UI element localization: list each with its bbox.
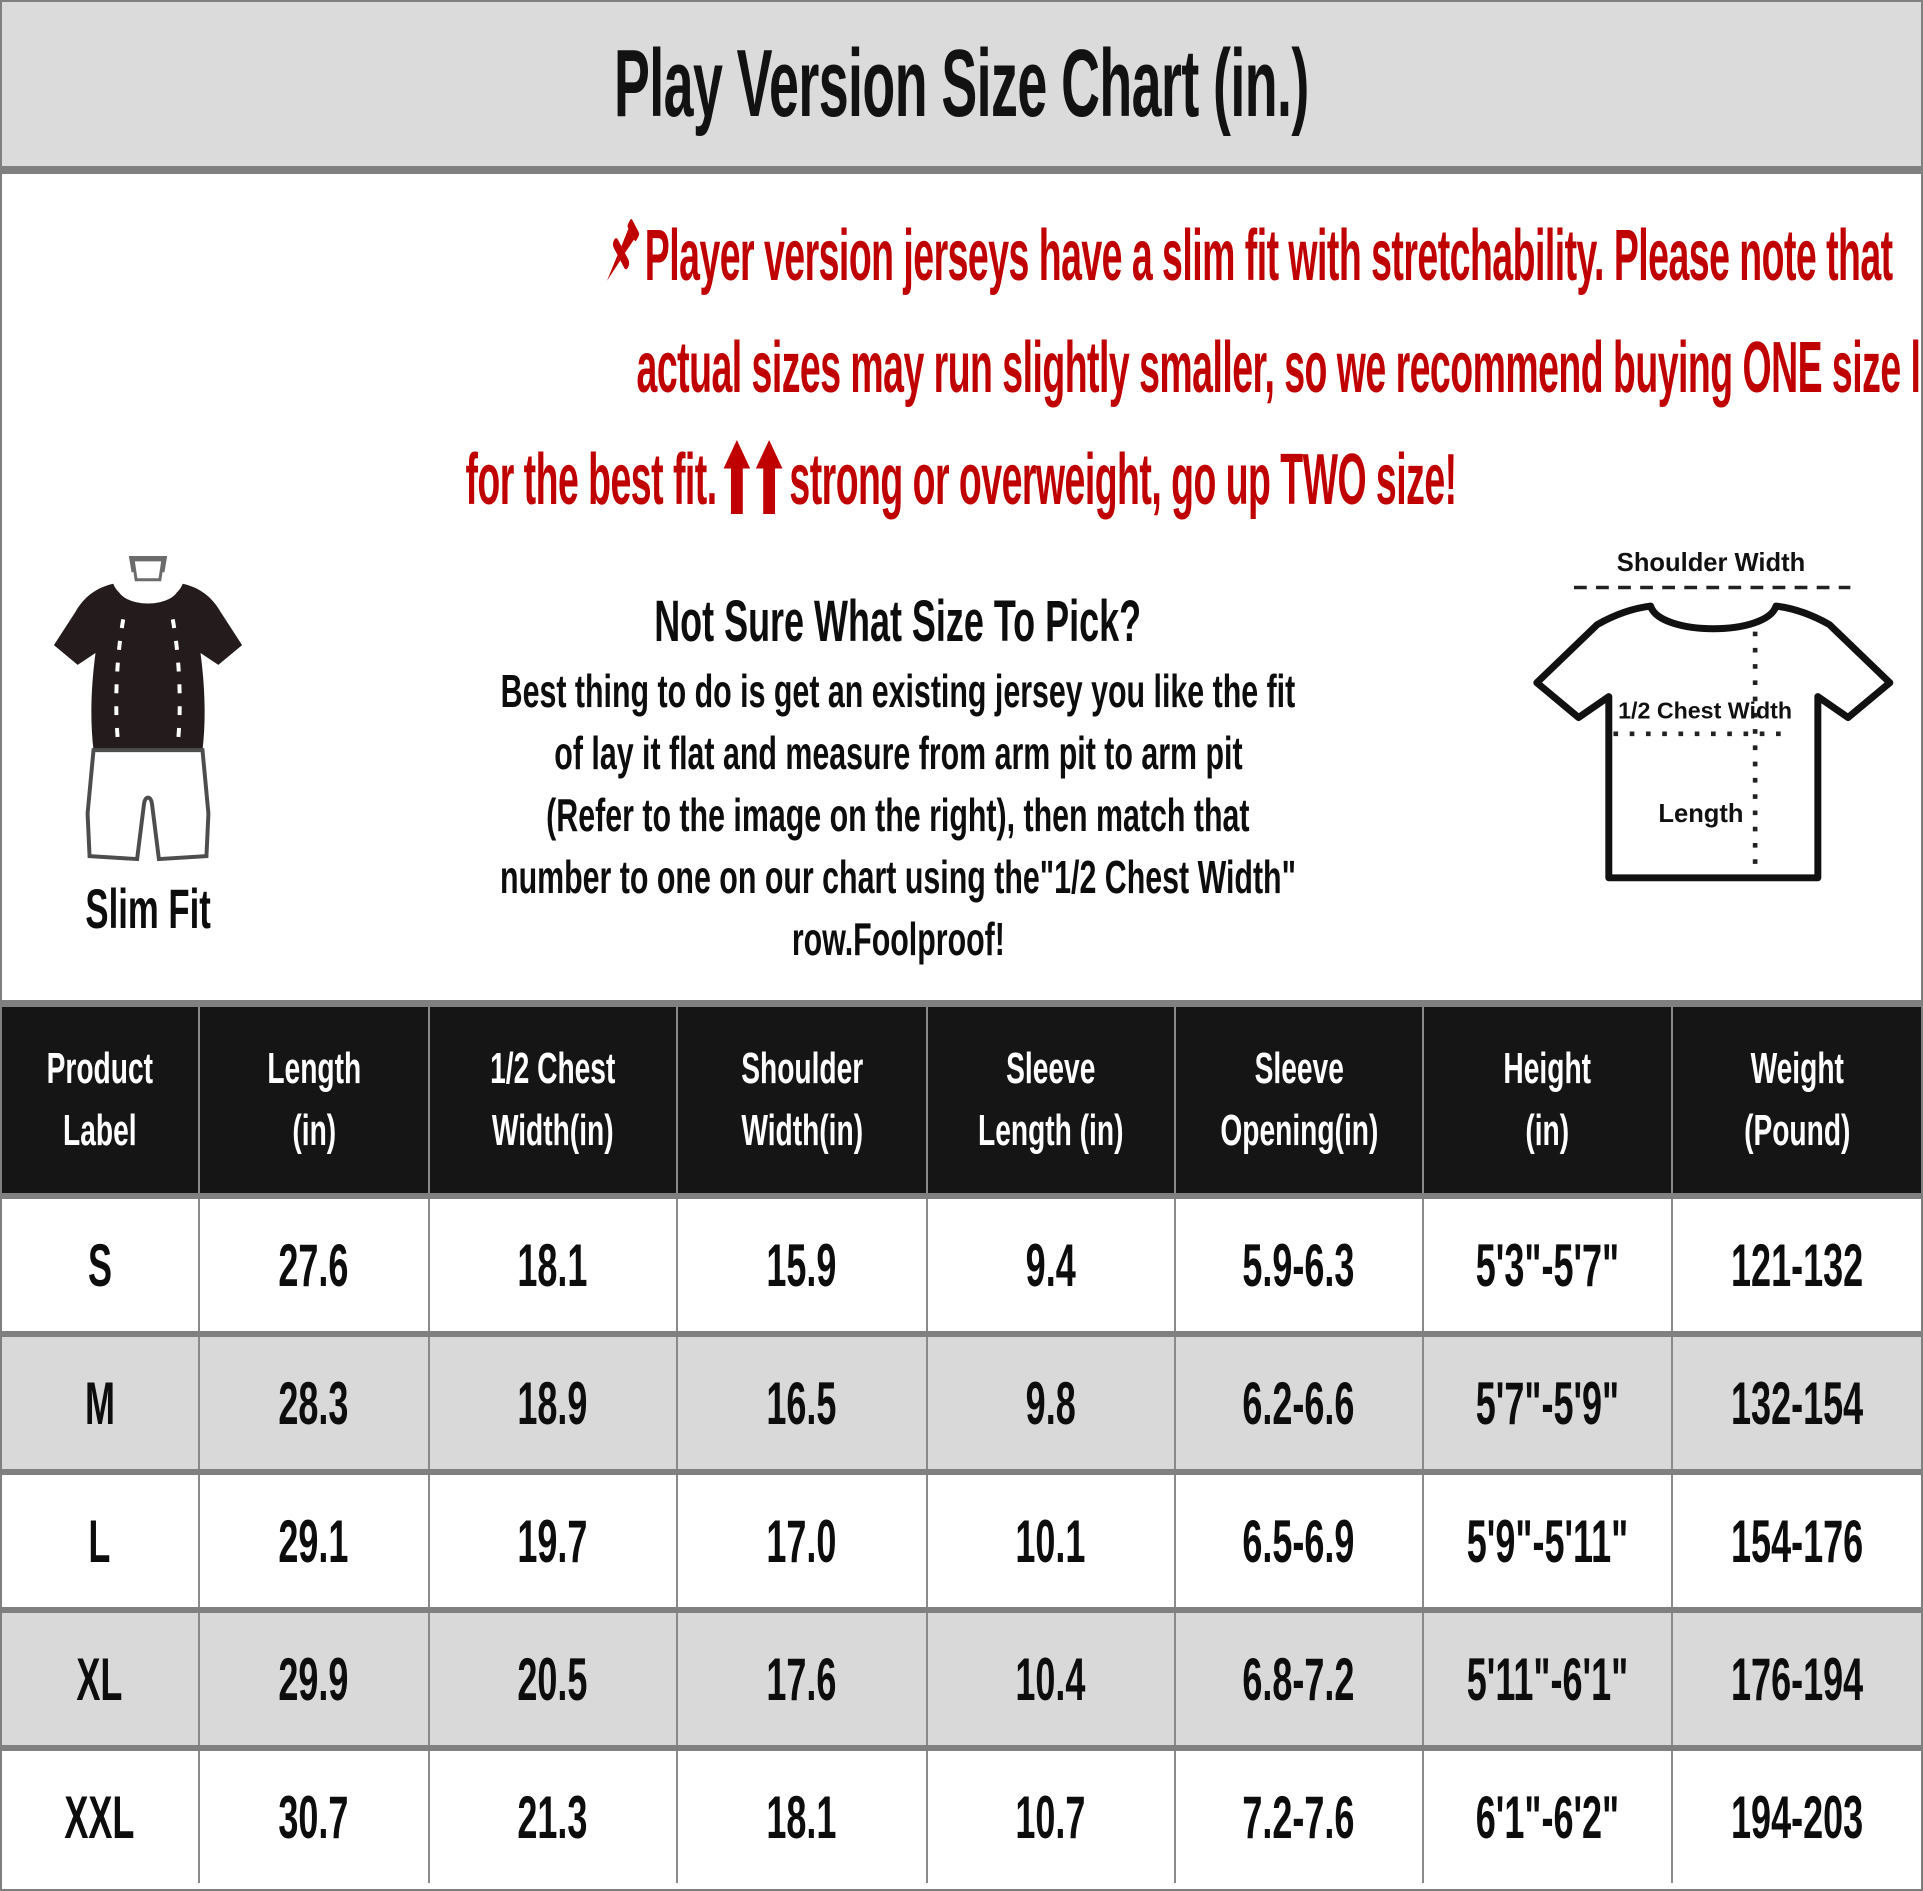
fit-note-text-1: Player version jerseys have a slim fit w… xyxy=(644,216,1893,296)
table-cell: 29.9 xyxy=(197,1613,429,1745)
tshirt-measurement-diagram: Shoulder Width 1/2 Chest Width Length xyxy=(1533,549,1894,882)
table-row-m: M 28.3 18.9 16.5 9.8 6.2-6.6 5'7"-5'9" 1… xyxy=(2,1331,1921,1469)
size-help-column: Not Sure What Size To Pick? Best thing t… xyxy=(295,536,1501,1000)
diagram-column: Shoulder Width 1/2 Chest Width Length xyxy=(1501,536,1921,1000)
table-cell: 27.6 xyxy=(197,1199,429,1331)
table-cell: 28.3 xyxy=(197,1337,429,1469)
table-header-row: Product Label Length (in) 1/2 Chest Widt… xyxy=(2,1007,1921,1193)
table-row-xxl: XXL 30.7 21.3 18.1 10.7 7.2-7.6 6'1"-6'2… xyxy=(2,1745,1921,1883)
size-label-m: M xyxy=(84,1369,115,1437)
table-cell: 17.0 xyxy=(675,1475,926,1607)
size-help-line: of lay it flat and measure from arm pit … xyxy=(553,727,1243,779)
table-cell: 18.9 xyxy=(428,1337,675,1469)
table-row-l: L 29.1 19.7 17.0 10.1 6.5-6.9 5'9"-5'11"… xyxy=(2,1469,1921,1607)
col-header-sleeve-length: Sleeve Length (in) xyxy=(926,1007,1173,1193)
shirt-shape xyxy=(54,583,243,751)
table-cell: 6.8-7.2 xyxy=(1173,1613,1422,1745)
size-table: Product Label Length (in) 1/2 Chest Widt… xyxy=(2,1000,1921,1883)
fit-note-line-2: actual sizes may run slightly smaller, s… xyxy=(2,312,1921,424)
table-cell: 18.1 xyxy=(675,1751,926,1883)
table-cell: 5.9-6.3 xyxy=(1173,1199,1422,1331)
fit-note: Player version jerseys have a slim fit w… xyxy=(2,174,1921,536)
shorts-shape xyxy=(86,748,211,862)
col-header-sleeve-opening: Sleeve Opening(in) xyxy=(1173,1007,1422,1193)
table-cell: 16.5 xyxy=(675,1337,926,1469)
fit-note-line-3: for the best fit. strong or overweight, g… xyxy=(2,424,1921,536)
table-row-s: S 27.6 18.1 15.9 9.4 5.9-6.3 5'3"-5'7" 1… xyxy=(2,1193,1921,1331)
table-cell: 19.7 xyxy=(428,1475,675,1607)
table-cell: 6.2-6.6 xyxy=(1173,1337,1422,1469)
fit-note-line-1: Player version jerseys have a slim fit w… xyxy=(2,200,1921,312)
table-cell: 5'9"-5'11" xyxy=(1422,1475,1670,1607)
middle-section: Slim Fit Not Sure What Size To Pick? Bes… xyxy=(2,536,1921,1000)
title-bar: Play Version Size Chart (in.) xyxy=(2,2,1921,174)
table-cell: 30.7 xyxy=(197,1751,429,1883)
page-title: Play Version Size Chart (in.) xyxy=(614,30,1309,137)
table-cell: 18.1 xyxy=(428,1199,675,1331)
col-header-height: Height (in) xyxy=(1422,1007,1670,1193)
shirt-seam-left xyxy=(114,619,126,745)
col-header-half-chest-width: 1/2 Chest Width(in) xyxy=(428,1007,675,1193)
size-help-line: number to one on our chart using the"1/2… xyxy=(499,851,1296,903)
table-cell: 5'7"-5'9" xyxy=(1422,1337,1670,1469)
fit-note-text-3-pre: for the best fit. xyxy=(465,440,718,520)
table-cell: 121-132 xyxy=(1670,1199,1921,1331)
table-cell: 20.5 xyxy=(428,1613,675,1745)
size-label-s: S xyxy=(87,1231,112,1299)
up-arrow-icon xyxy=(756,440,783,514)
slim-fit-caption: Slim Fit xyxy=(85,877,212,940)
table-cell: 9.8 xyxy=(926,1337,1173,1469)
table-cell: 10.1 xyxy=(926,1475,1173,1607)
col-header-length: Length (in) xyxy=(197,1007,429,1193)
tshirt-outline xyxy=(1533,602,1894,882)
table-cell: 10.4 xyxy=(926,1613,1173,1745)
pushpin-icon xyxy=(606,219,640,281)
table-cell: 10.7 xyxy=(926,1751,1173,1883)
up-arrow-icon xyxy=(724,440,751,514)
chest-width-label: 1/2 Chest Width xyxy=(1618,698,1792,724)
size-help-line: row.Foolproof! xyxy=(791,913,1005,965)
shirt-seam-right xyxy=(171,619,183,745)
slim-fit-illustration xyxy=(54,555,243,862)
col-header-product-label: Product Label xyxy=(46,1044,153,1155)
shoulder-width-label: Shoulder Width xyxy=(1617,549,1805,577)
length-label: Length xyxy=(1658,800,1743,828)
table-cell: 154-176 xyxy=(1670,1475,1921,1607)
fit-note-text-3-post: strong or overweight, go up TWO size! xyxy=(789,440,1458,520)
col-header-shoulder-width: Shoulder Width(in) xyxy=(675,1007,926,1193)
size-help-line: Best thing to do is get an existing jers… xyxy=(500,665,1296,717)
size-label-xxl: XXL xyxy=(64,1783,135,1851)
table-row-xl: XL 29.9 20.5 17.6 10.4 6.8-7.2 5'11"-6'1… xyxy=(2,1607,1921,1745)
table-cell: 132-154 xyxy=(1670,1337,1921,1469)
table-cell: 194-203 xyxy=(1670,1751,1921,1883)
table-cell: 9.4 xyxy=(926,1199,1173,1331)
size-label-l: L xyxy=(88,1507,111,1575)
mannequin-neck-front xyxy=(131,558,166,582)
table-cell: 21.3 xyxy=(428,1751,675,1883)
slim-fit-column: Slim Fit xyxy=(2,536,295,1000)
table-cell: 29.1 xyxy=(197,1475,429,1607)
size-help-heading: Not Sure What Size To Pick? xyxy=(654,589,1142,654)
fit-note-text-2: actual sizes may run slightly smaller, s… xyxy=(636,328,1923,408)
table-cell: 6'1"-6'2" xyxy=(1422,1751,1670,1883)
table-cell: 176-194 xyxy=(1670,1613,1921,1745)
table-cell: 6.5-6.9 xyxy=(1173,1475,1422,1607)
table-cell: 5'11"-6'1" xyxy=(1422,1613,1670,1745)
size-label-xl: XL xyxy=(76,1645,123,1713)
size-help-line: (Refer to the image on the right), then … xyxy=(546,789,1250,841)
table-cell: 7.2-7.6 xyxy=(1173,1751,1422,1883)
table-cell: 15.9 xyxy=(675,1199,926,1331)
table-cell: 5'3"-5'7" xyxy=(1422,1199,1670,1331)
col-header-weight: Weight (Pound) xyxy=(1670,1007,1921,1193)
shirt-neckline xyxy=(117,569,180,604)
table-cell: 17.6 xyxy=(675,1613,926,1745)
